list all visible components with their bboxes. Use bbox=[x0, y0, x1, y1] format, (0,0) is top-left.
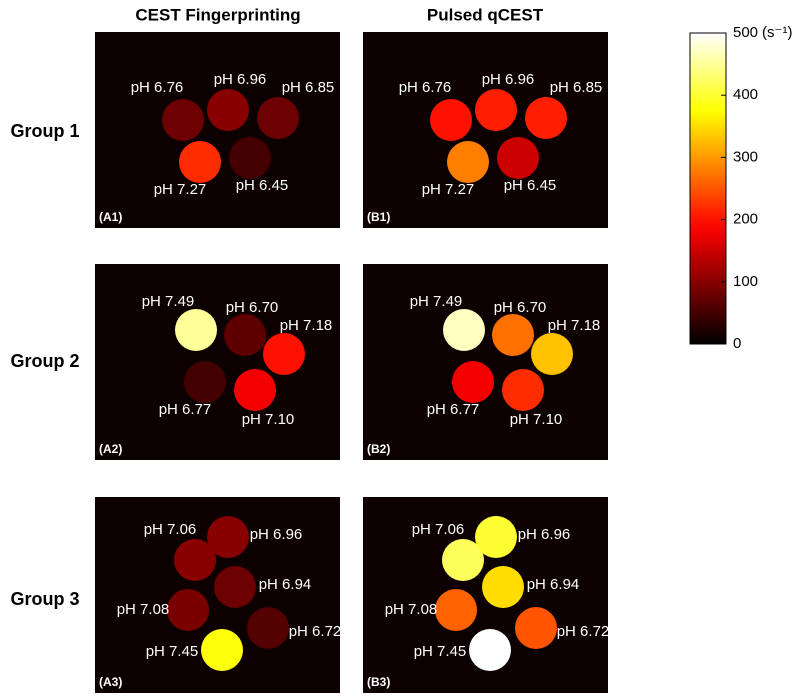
vial-label: pH 6.94 bbox=[527, 576, 580, 593]
vial-label: pH 7.06 bbox=[144, 521, 197, 538]
row-label: Group 3 bbox=[10, 589, 79, 609]
panel: pH 7.06 pH 6.96 pH 6.94 pH 7.08 pH 6.72 pH 7.… bbox=[95, 497, 341, 693]
vial bbox=[229, 137, 271, 179]
vial bbox=[430, 99, 472, 141]
colorbar-tick-label: 0 bbox=[733, 335, 741, 352]
colorbar-unit: (s⁻¹) bbox=[762, 24, 792, 41]
panel-background bbox=[95, 32, 340, 228]
vial bbox=[502, 369, 544, 411]
panel-tag: (A1) bbox=[99, 210, 122, 224]
vial-label: pH 7.27 bbox=[154, 181, 207, 198]
vial bbox=[525, 97, 567, 139]
vial-label: pH 7.06 bbox=[412, 521, 465, 538]
vial bbox=[179, 141, 221, 183]
colorbar-tick-label: 200 bbox=[733, 211, 758, 228]
vial-label: pH 7.10 bbox=[242, 411, 295, 428]
vial bbox=[234, 369, 276, 411]
colorbar-tick-label: 100 bbox=[733, 273, 758, 290]
vial-label: pH 6.45 bbox=[504, 177, 557, 194]
panel: pH 6.76 pH 6.96 pH 6.85 pH 7.27 pH 6.45 (B1) bbox=[363, 32, 608, 228]
vial-label: pH 6.45 bbox=[236, 177, 289, 194]
colorbar-tick-label: 300 bbox=[733, 148, 758, 165]
vial bbox=[224, 314, 266, 356]
panel: pH 6.76 pH 6.96 pH 6.85 pH 7.27 pH 6.45 (A1) bbox=[95, 32, 340, 228]
vial-label: pH 6.76 bbox=[399, 79, 452, 96]
panel: pH 7.06 pH 6.96 pH 6.94 pH 7.08 pH 6.72 pH 7.… bbox=[363, 497, 609, 693]
vial bbox=[167, 589, 209, 631]
colorbar bbox=[689, 32, 727, 345]
row-label: Group 1 bbox=[10, 121, 79, 141]
vial bbox=[247, 607, 289, 649]
vial-label: pH 7.08 bbox=[385, 601, 438, 618]
vial bbox=[174, 539, 216, 581]
vial-label: pH 7.27 bbox=[422, 181, 475, 198]
vial-label: pH 7.18 bbox=[280, 317, 333, 334]
vial bbox=[435, 589, 477, 631]
vial-label: pH 6.70 bbox=[226, 299, 279, 316]
vial bbox=[531, 333, 573, 375]
vial bbox=[442, 539, 484, 581]
vial bbox=[492, 314, 534, 356]
vial-label: pH 6.77 bbox=[427, 401, 480, 418]
vial-label: pH 6.96 bbox=[214, 71, 267, 88]
vial bbox=[497, 137, 539, 179]
colorbar-tick-label: 500 bbox=[733, 24, 758, 41]
vial bbox=[175, 309, 217, 351]
vial-label: pH 6.70 bbox=[494, 299, 547, 316]
vial-label: pH 6.96 bbox=[482, 71, 535, 88]
vial bbox=[214, 566, 256, 608]
vial bbox=[475, 516, 517, 558]
column-title: CEST Fingerprinting bbox=[135, 5, 300, 24]
vial-label: pH 6.77 bbox=[159, 401, 212, 418]
vial bbox=[447, 141, 489, 183]
vial bbox=[482, 566, 524, 608]
vial-label: pH 7.45 bbox=[414, 643, 467, 660]
vial-label: pH 7.18 bbox=[548, 317, 601, 334]
vial bbox=[257, 97, 299, 139]
vial bbox=[207, 89, 249, 131]
vial-label: pH 7.49 bbox=[410, 293, 463, 310]
vial-label: pH 6.85 bbox=[550, 79, 603, 96]
vial-label: pH 7.08 bbox=[117, 601, 170, 618]
panel-tag: (B3) bbox=[367, 675, 390, 689]
vial bbox=[515, 607, 557, 649]
vial bbox=[263, 333, 305, 375]
vial-label: pH 6.94 bbox=[259, 576, 312, 593]
panel-tag: (A2) bbox=[99, 442, 122, 456]
vial bbox=[452, 361, 494, 403]
vial bbox=[443, 309, 485, 351]
panel-tag: (A3) bbox=[99, 675, 122, 689]
row-label: Group 2 bbox=[10, 351, 79, 371]
vial bbox=[207, 516, 249, 558]
vial-label: pH 6.72 bbox=[557, 623, 610, 640]
vial-label: pH 6.76 bbox=[131, 79, 184, 96]
vial bbox=[201, 629, 243, 671]
vial bbox=[184, 361, 226, 403]
panel-tag: (B1) bbox=[367, 210, 390, 224]
vial-label: pH 6.96 bbox=[518, 526, 571, 543]
colorbar-tick-label: 400 bbox=[733, 86, 758, 103]
column-title: Pulsed qCEST bbox=[427, 5, 544, 24]
vial-label: pH 7.45 bbox=[146, 643, 199, 660]
vial bbox=[475, 89, 517, 131]
vial-label: pH 6.72 bbox=[289, 623, 342, 640]
vial-label: pH 7.49 bbox=[142, 293, 195, 310]
vial-label: pH 6.85 bbox=[282, 79, 335, 96]
panel-background bbox=[363, 32, 608, 228]
vial-label: pH 7.10 bbox=[510, 411, 563, 428]
vial bbox=[469, 629, 511, 671]
panel-tag: (B2) bbox=[367, 442, 390, 456]
vial bbox=[162, 99, 204, 141]
vial-label: pH 6.96 bbox=[250, 526, 303, 543]
